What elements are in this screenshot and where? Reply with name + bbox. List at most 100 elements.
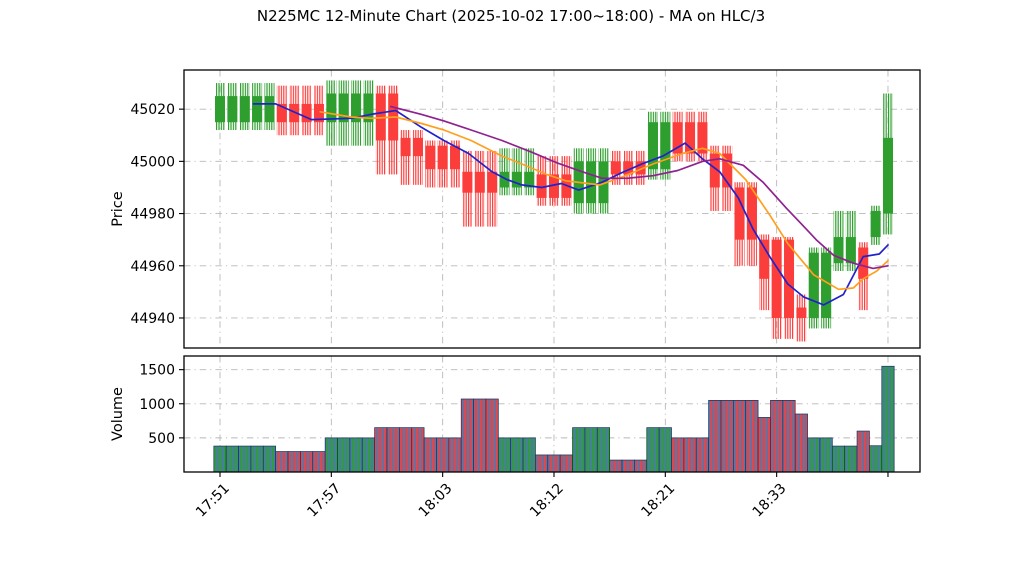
candle-body bbox=[808, 252, 819, 318]
candle-wick bbox=[400, 130, 411, 185]
volume-bar bbox=[708, 400, 722, 473]
candle-body bbox=[363, 93, 374, 123]
volume-bar bbox=[547, 454, 561, 473]
price-tick-label: 44960 bbox=[130, 259, 175, 275]
ma-line-mid bbox=[319, 110, 889, 291]
volume-bar bbox=[596, 427, 611, 473]
volume-bar bbox=[584, 427, 598, 473]
candle-body bbox=[870, 210, 881, 238]
volume-tick-label: 1000 bbox=[139, 397, 175, 413]
volume-bar bbox=[646, 427, 660, 473]
candle-wick bbox=[412, 130, 423, 185]
candle-body bbox=[499, 171, 510, 188]
volume-bars bbox=[213, 365, 895, 473]
volume-bar bbox=[844, 445, 858, 473]
volume-bar bbox=[522, 437, 536, 473]
volume-bar bbox=[460, 398, 474, 473]
volume-bar bbox=[535, 454, 549, 473]
time-tick-label: 18:03 bbox=[416, 481, 456, 521]
volume-bar bbox=[757, 417, 771, 473]
candle-body bbox=[474, 171, 485, 193]
volume-bar bbox=[337, 437, 351, 473]
candle-body bbox=[400, 137, 411, 157]
candle-body bbox=[450, 145, 461, 170]
volume-bar bbox=[856, 430, 870, 473]
volume-bar bbox=[213, 445, 227, 473]
candle-body bbox=[487, 171, 498, 193]
volume-bar bbox=[300, 451, 314, 473]
time-tick-label: 17:57 bbox=[304, 481, 344, 521]
time-tick-label: 18:12 bbox=[527, 481, 567, 521]
chart-title: N225MC 12-Minute Chart (2025-10-02 17:00… bbox=[256, 7, 766, 25]
volume-bar bbox=[423, 437, 437, 473]
volume-bar bbox=[225, 445, 239, 473]
volume-bar bbox=[386, 427, 400, 473]
candle-body bbox=[685, 122, 696, 154]
volume-bar bbox=[671, 437, 685, 473]
volume-bar bbox=[238, 445, 252, 473]
volume-bar bbox=[683, 437, 697, 473]
volume-bar bbox=[473, 398, 487, 473]
volume-bar bbox=[485, 398, 499, 473]
candle-body bbox=[425, 145, 436, 170]
price-tick-label: 45020 bbox=[130, 102, 175, 118]
volume-bar bbox=[510, 437, 524, 473]
time-tick-label: 18:21 bbox=[638, 481, 678, 521]
candle-body bbox=[524, 171, 535, 188]
volume-bar bbox=[399, 427, 413, 473]
candle-body bbox=[845, 237, 856, 264]
time-tick-label: 18:33 bbox=[750, 481, 790, 521]
candle-body bbox=[746, 187, 757, 240]
candle-body bbox=[635, 161, 646, 175]
volume-bar bbox=[312, 451, 326, 473]
volume-bar bbox=[374, 427, 388, 473]
candle-body bbox=[536, 174, 547, 198]
volume-bar bbox=[411, 427, 425, 473]
volume-tick-label: 1500 bbox=[139, 363, 175, 379]
price-tick-label: 45000 bbox=[130, 154, 175, 170]
candle-body bbox=[833, 237, 844, 264]
candle-body bbox=[338, 93, 349, 123]
candle-body bbox=[672, 122, 683, 154]
volume-bar bbox=[695, 437, 709, 473]
ma-line-slow bbox=[389, 105, 889, 270]
volume-bar bbox=[324, 437, 338, 473]
volume-tick-label: 500 bbox=[148, 431, 175, 447]
volume-bar bbox=[448, 437, 462, 473]
volume-bar bbox=[559, 454, 573, 473]
volume-bar bbox=[807, 437, 821, 473]
volume-bar bbox=[794, 413, 808, 473]
axis-ticks bbox=[179, 108, 889, 477]
volume-bar bbox=[361, 437, 375, 473]
volume-bar bbox=[250, 445, 264, 473]
candle-body bbox=[821, 252, 832, 318]
volume-bar bbox=[262, 445, 277, 473]
candle-body bbox=[227, 96, 238, 123]
candle-body bbox=[548, 174, 559, 198]
candle-body bbox=[722, 153, 733, 188]
volume-bar bbox=[287, 451, 301, 473]
volume-bar bbox=[881, 365, 895, 473]
candle-body bbox=[313, 103, 324, 123]
candle-body bbox=[215, 96, 225, 123]
volume-bar bbox=[819, 437, 833, 473]
volume-axis-label: Volume bbox=[110, 387, 126, 441]
candle-body bbox=[301, 103, 312, 123]
volume-bar bbox=[782, 400, 796, 473]
candle-body bbox=[351, 93, 362, 123]
volume-bar bbox=[572, 427, 586, 473]
price-axis-label: Price bbox=[110, 191, 126, 226]
volume-bar bbox=[869, 445, 883, 473]
candle-body bbox=[623, 161, 634, 175]
volume-bar bbox=[497, 437, 512, 473]
candle-body bbox=[437, 145, 448, 170]
candle-body bbox=[697, 122, 708, 154]
candle-body bbox=[239, 96, 250, 123]
volume-bar bbox=[770, 400, 784, 473]
candle-body bbox=[771, 239, 782, 318]
candle-body bbox=[796, 307, 807, 318]
candle-body bbox=[858, 247, 869, 279]
candle-body bbox=[511, 171, 522, 188]
candle-body bbox=[882, 137, 893, 214]
candle-body bbox=[462, 171, 473, 193]
